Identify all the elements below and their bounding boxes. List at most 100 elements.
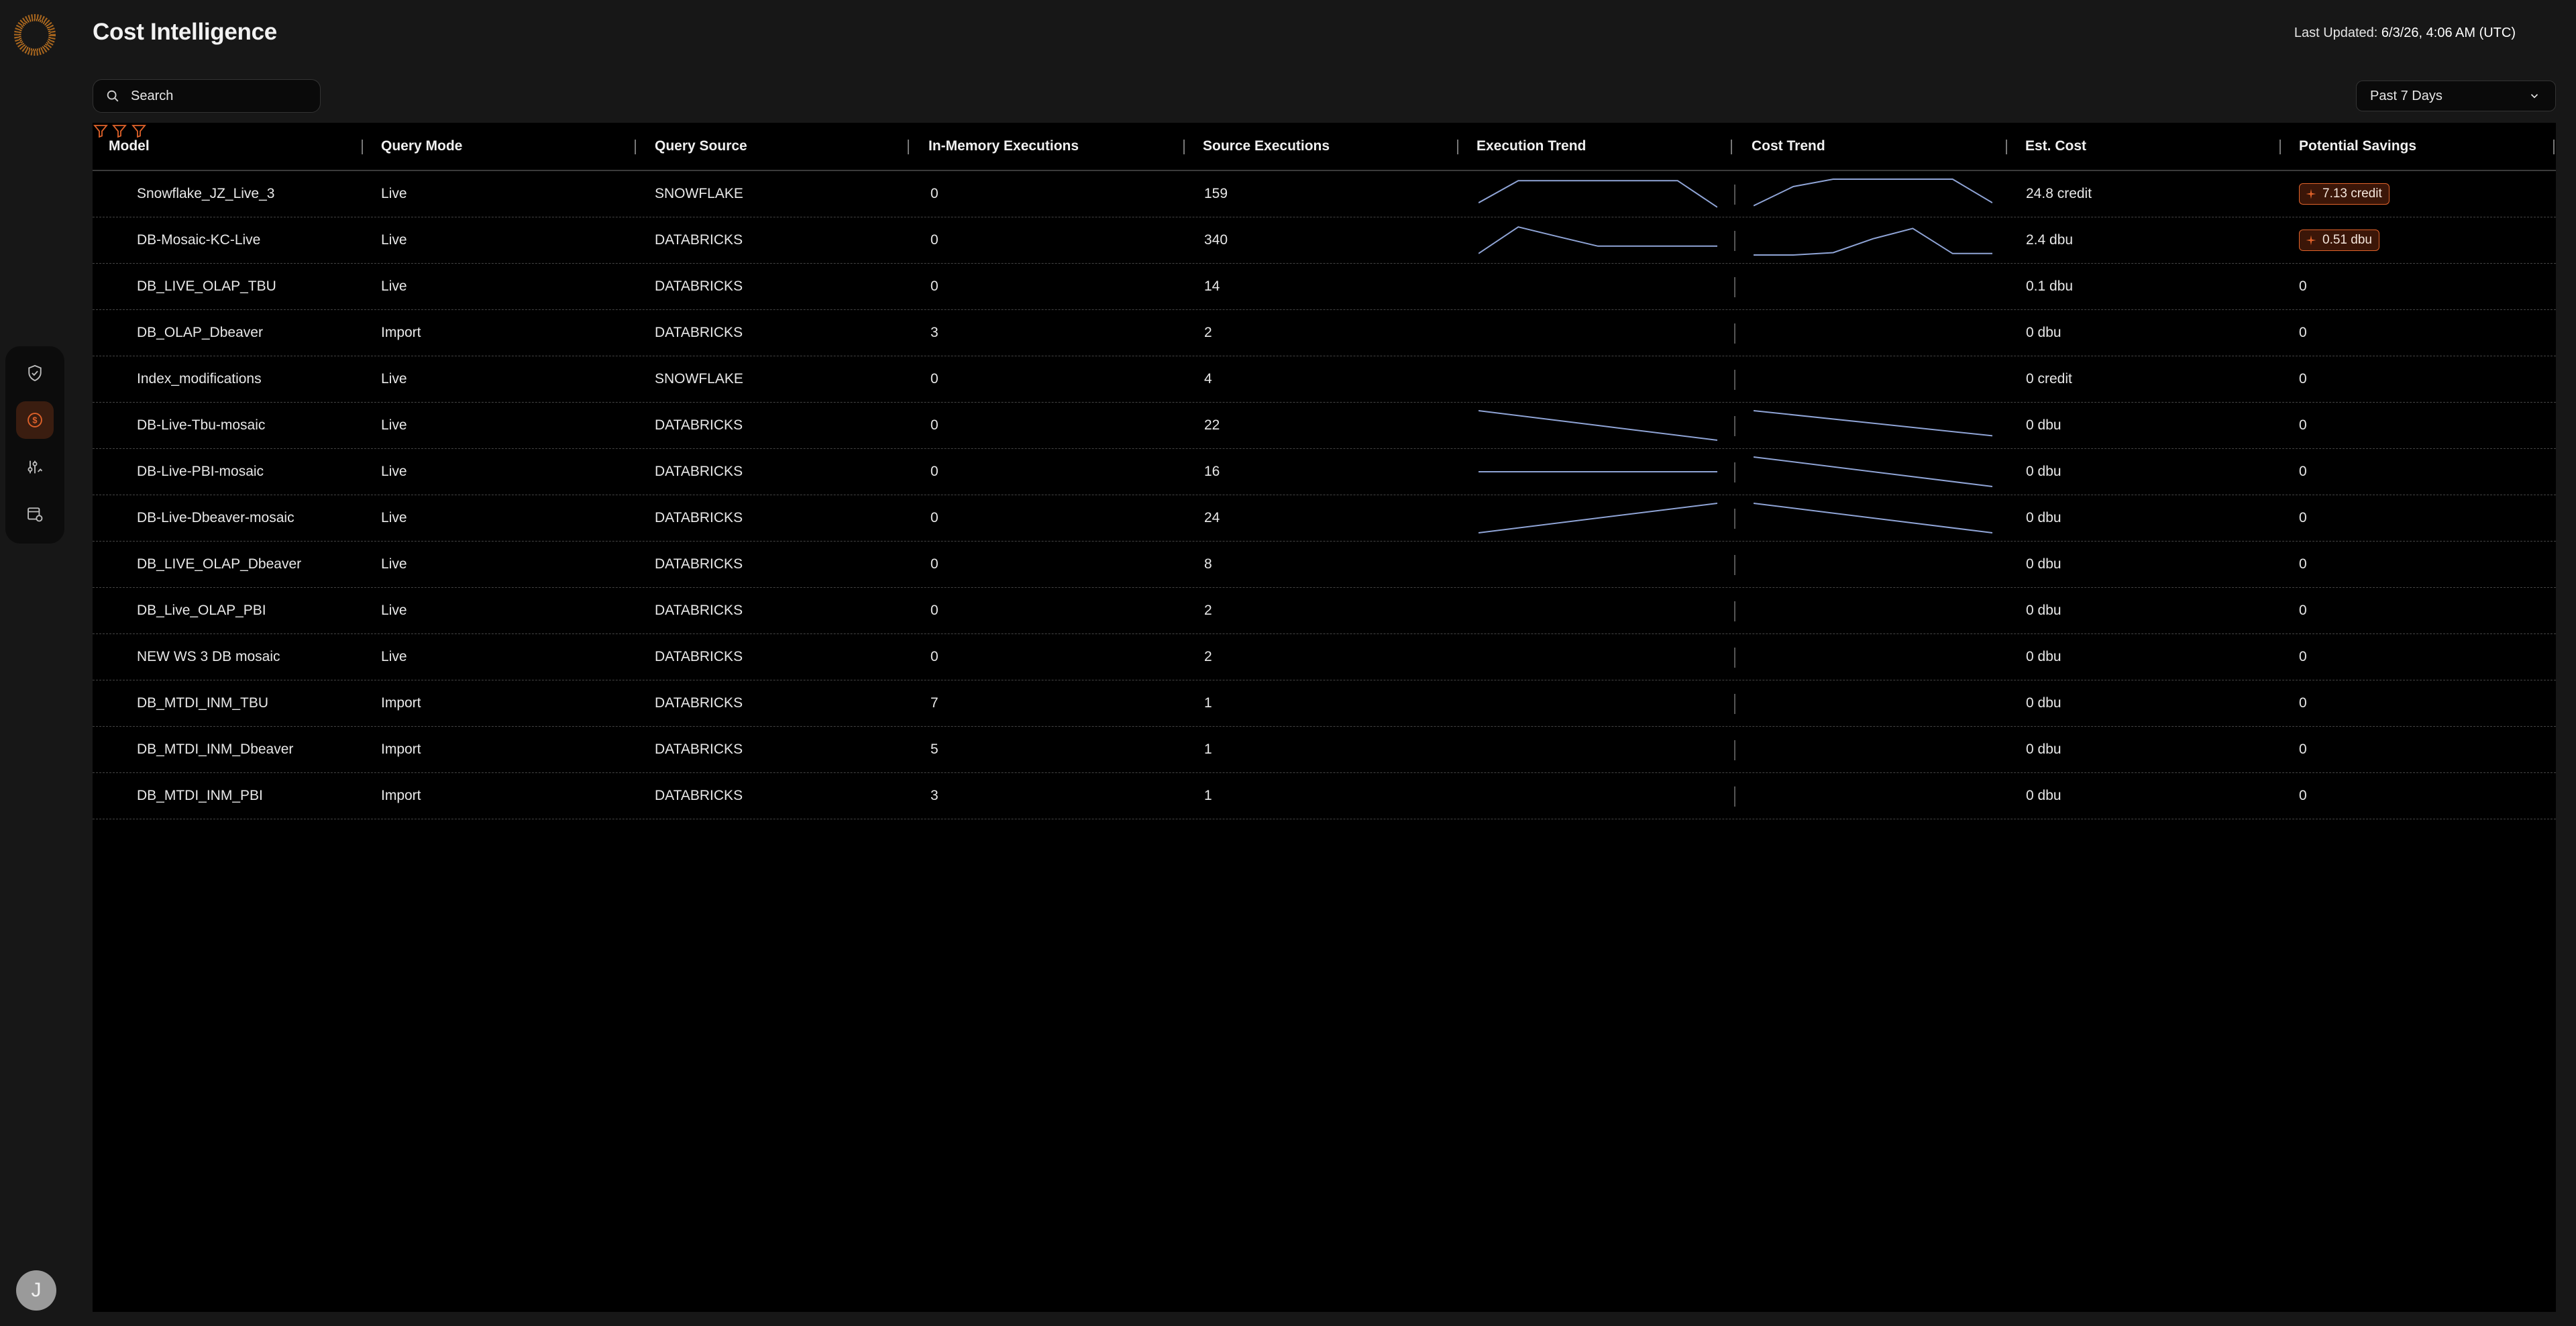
col-query-mode[interactable]: Query Mode (381, 138, 463, 154)
est-cost-cell: 0 credit (2026, 371, 2072, 387)
trend-divider (1734, 416, 1735, 436)
query-mode-cell: Live (381, 371, 407, 387)
source-executions-cell: 1 (1204, 788, 1212, 803)
table-row[interactable]: DB_MTDI_INM_PBI Import DATABRICKS 3 1 0 dbu 0 (93, 773, 2556, 819)
source-executions-cell: 14 (1204, 278, 1220, 294)
model-cell[interactable]: Index_modifications (137, 371, 262, 387)
query-source-cell: DATABRICKS (655, 232, 743, 248)
col-in-memory-executions[interactable]: In-Memory Executions (928, 138, 1079, 154)
model-cell[interactable]: DB-Live-Dbeaver-mosaic (137, 510, 294, 525)
table-row[interactable]: NEW WS 3 DB mosaic Live DATABRICKS 0 2 0 dbu 0 (93, 634, 2556, 680)
savings-value: 0.51 dbu (2322, 233, 2372, 247)
trend-divider (1734, 277, 1735, 297)
table-row[interactable]: DB_Live_OLAP_PBI Live DATABRICKS 0 2 0 dbu 0 (93, 588, 2556, 634)
user-avatar[interactable]: J (16, 1270, 56, 1311)
trend-divider (1734, 648, 1735, 668)
model-cell[interactable]: DB_MTDI_INM_PBI (137, 788, 263, 803)
query-mode-cell: Import (381, 325, 421, 340)
col-model[interactable]: Model (109, 138, 150, 154)
model-cell[interactable]: DB_Live_OLAP_PBI (137, 603, 266, 618)
filter-icon-query-source[interactable] (131, 123, 147, 139)
col-potential-savings[interactable]: Potential Savings (2299, 138, 2417, 154)
table-row[interactable]: DB_OLAP_Dbeaver Import DATABRICKS 3 2 0 dbu 0 (93, 310, 2556, 356)
est-cost-cell: 0 dbu (2026, 464, 2061, 479)
col-source-executions[interactable]: Source Executions (1203, 138, 1330, 154)
query-mode-cell: Import (381, 788, 421, 803)
model-cell[interactable]: DB_OLAP_Dbeaver (137, 325, 263, 340)
col-est-cost[interactable]: Est. Cost (2025, 138, 2087, 154)
last-updated-label: Last Updated: (2294, 26, 2378, 40)
query-mode-cell: Live (381, 278, 407, 294)
model-cell[interactable]: DB_LIVE_OLAP_Dbeaver (137, 556, 302, 572)
user-initial: J (31, 1279, 42, 1301)
query-source-cell: DATABRICKS (655, 603, 743, 618)
cost-trend-sparkline (1754, 773, 1992, 819)
model-cell[interactable]: Snowflake_JZ_Live_3 (137, 186, 275, 201)
model-cell[interactable]: DB-Live-PBI-mosaic (137, 464, 264, 479)
source-executions-cell: 1 (1204, 742, 1212, 757)
model-cell[interactable]: DB_MTDI_INM_TBU (137, 695, 269, 711)
in-memory-executions-cell: 0 (930, 603, 938, 618)
source-executions-cell: 1 (1204, 695, 1212, 711)
model-cell[interactable]: DB-Live-Tbu-mosaic (137, 417, 266, 433)
est-cost-cell: 0 dbu (2026, 742, 2061, 757)
sidebar-nav: $ (5, 346, 64, 544)
nav-governance[interactable] (16, 354, 54, 392)
table-row[interactable]: DB-Live-Dbeaver-mosaic Live DATABRICKS 0 24 0… (93, 495, 2556, 542)
model-cell[interactable]: NEW WS 3 DB mosaic (137, 649, 280, 664)
query-source-cell: DATABRICKS (655, 417, 743, 433)
trend-divider (1734, 185, 1735, 205)
page-title: Cost Intelligence (93, 19, 277, 45)
table-row[interactable]: DB_MTDI_INM_Dbeaver Import DATABRICKS 5 1 0 d… (93, 727, 2556, 773)
table-row[interactable]: Snowflake_JZ_Live_3 Live SNOWFLAKE 0 159 24.8… (93, 171, 2556, 217)
nav-tuning[interactable] (16, 448, 54, 486)
execution-trend-sparkline (1479, 356, 1717, 402)
table-row[interactable]: DB-Mosaic-KC-Live Live DATABRICKS 0 340 2.4 d… (93, 217, 2556, 264)
last-updated: Last Updated: 6/3/26, 4:06 AM (UTC) (2294, 26, 2516, 41)
col-execution-trend[interactable]: Execution Trend (1477, 138, 1587, 154)
sparkle-icon (2306, 189, 2316, 199)
execution-trend-sparkline (1479, 542, 1717, 587)
potential-savings-cell: 0 (2299, 556, 2307, 572)
search-box[interactable] (93, 79, 321, 113)
sunburst-logo-icon (14, 14, 56, 56)
source-executions-cell: 159 (1204, 186, 1228, 201)
filter-icon-model[interactable] (93, 123, 109, 139)
execution-trend-sparkline (1479, 634, 1717, 680)
table-row[interactable]: DB-Live-PBI-mosaic Live DATABRICKS 0 16 0 dbu… (93, 449, 2556, 495)
col-cost-trend[interactable]: Cost Trend (1752, 138, 1825, 154)
query-mode-cell: Live (381, 649, 407, 664)
potential-savings-cell: 0 (2299, 325, 2307, 340)
model-cell[interactable]: DB_LIVE_OLAP_TBU (137, 278, 276, 294)
potential-savings-cell: 0 (2299, 603, 2307, 618)
table-row[interactable]: DB_LIVE_OLAP_Dbeaver Live DATABRICKS 0 8 0 db… (93, 542, 2556, 588)
source-executions-cell: 340 (1204, 232, 1228, 248)
potential-savings-cell[interactable]: 7.13 credit (2299, 171, 2390, 217)
table-row[interactable]: DB_MTDI_INM_TBU Import DATABRICKS 7 1 0 dbu 0 (93, 680, 2556, 727)
est-cost-cell: 0 dbu (2026, 510, 2061, 525)
filter-icon-query-mode[interactable] (111, 123, 127, 139)
savings-badge[interactable]: 0.51 dbu (2299, 230, 2379, 251)
cost-trend-sparkline (1754, 264, 1992, 309)
app-logo[interactable] (13, 13, 56, 56)
cost-trend-sparkline (1754, 503, 1992, 533)
potential-savings-cell[interactable]: 0.51 dbu (2299, 217, 2379, 263)
trend-divider (1734, 323, 1735, 344)
table-row[interactable]: DB_LIVE_OLAP_TBU Live DATABRICKS 0 14 0.1 dbu… (93, 264, 2556, 310)
execution-trend-sparkline (1479, 773, 1717, 819)
trend-divider (1734, 786, 1735, 807)
col-query-source[interactable]: Query Source (655, 138, 747, 154)
nav-reports[interactable] (16, 495, 54, 533)
date-range-select[interactable]: Past 7 Days (2356, 81, 2556, 111)
trend-divider (1734, 370, 1735, 390)
nav-cost-intelligence[interactable]: $ (16, 401, 54, 439)
query-source-cell: DATABRICKS (655, 742, 743, 757)
savings-badge[interactable]: 7.13 credit (2299, 183, 2390, 205)
search-input[interactable] (129, 87, 307, 105)
model-cell[interactable]: DB_MTDI_INM_Dbeaver (137, 742, 294, 757)
table-row[interactable]: Index_modifications Live SNOWFLAKE 0 4 0 cred… (93, 356, 2556, 403)
shield-check-icon (28, 364, 42, 382)
table-row[interactable]: DB-Live-Tbu-mosaic Live DATABRICKS 0 22 0 dbu… (93, 403, 2556, 449)
model-cell[interactable]: DB-Mosaic-KC-Live (137, 232, 261, 248)
potential-savings-cell: 0 (2299, 278, 2307, 294)
